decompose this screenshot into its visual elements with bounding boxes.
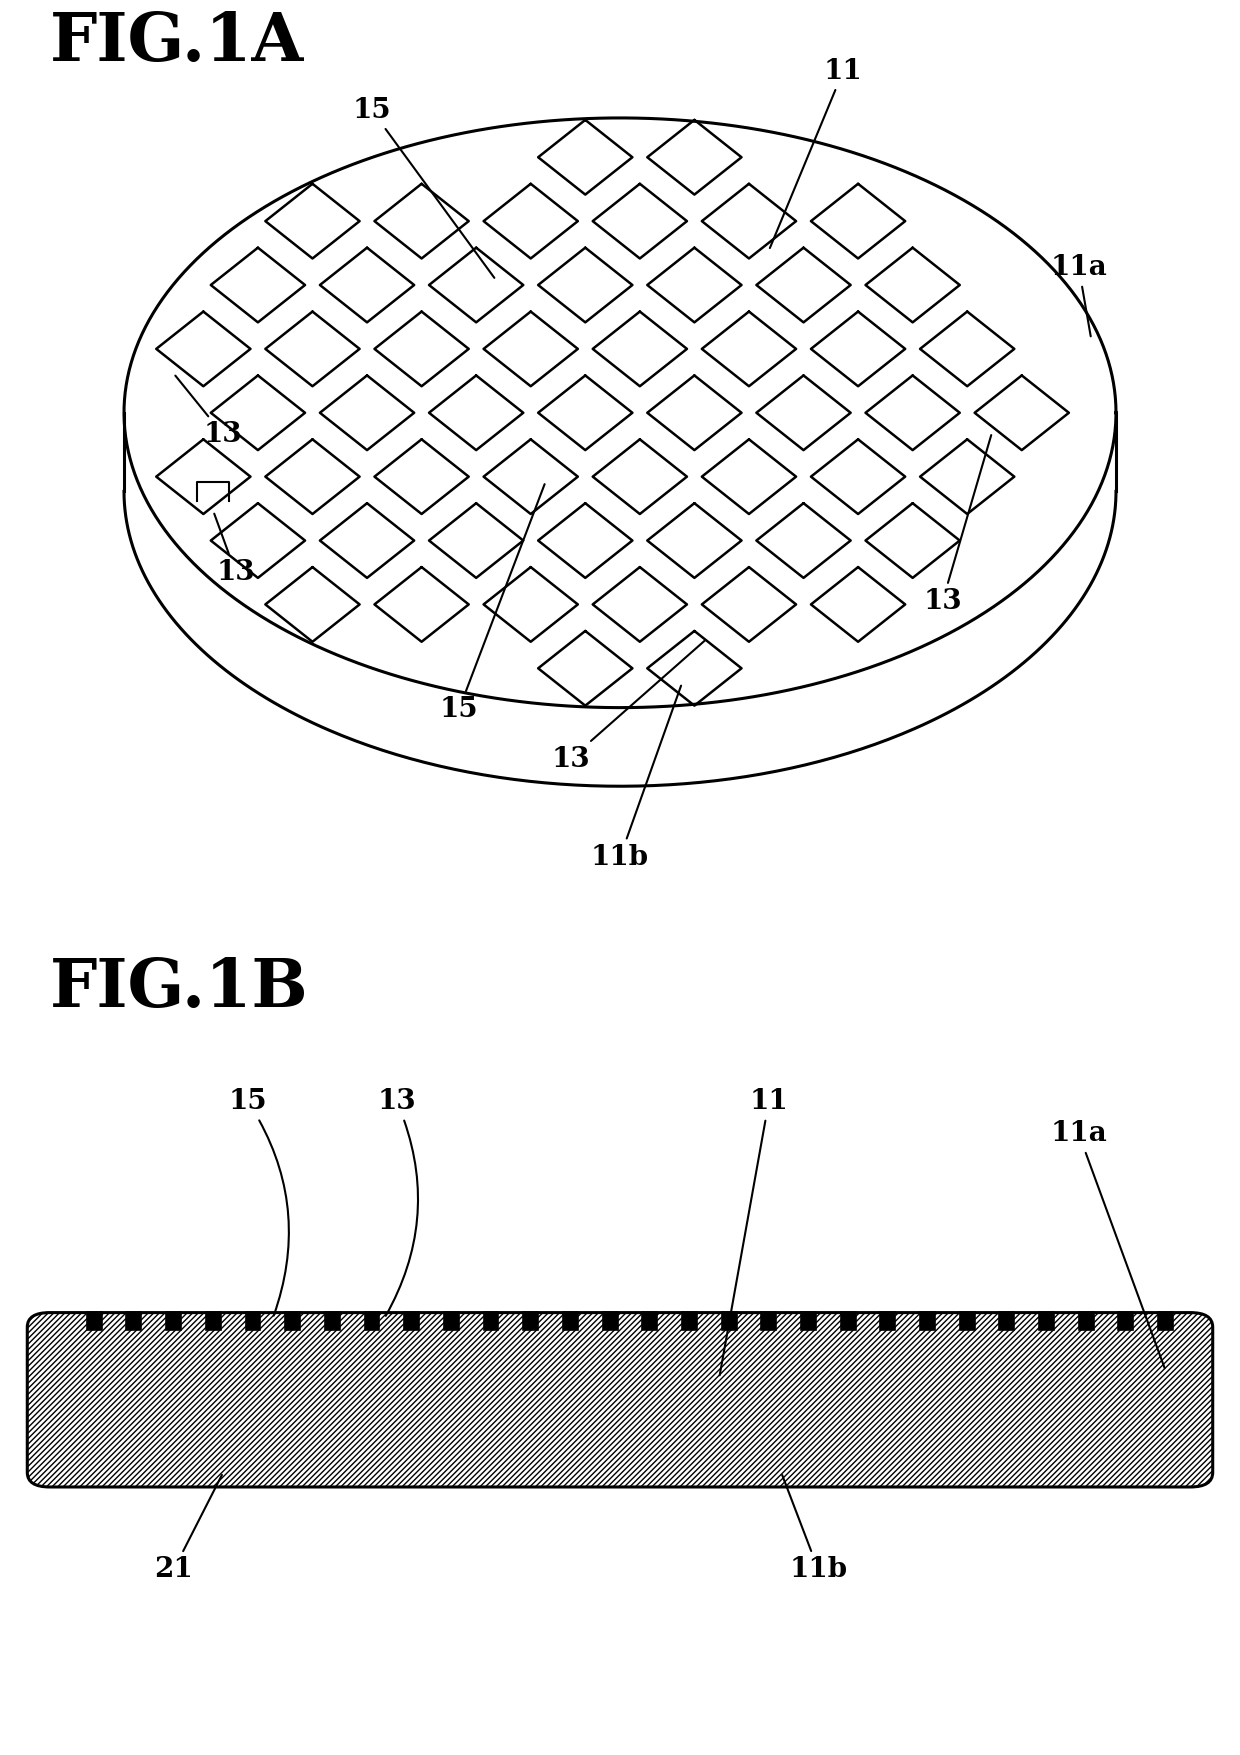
- Text: 11a: 11a: [1050, 1120, 1164, 1369]
- Text: 11: 11: [719, 1088, 789, 1376]
- Bar: [1118, 1311, 1133, 1330]
- Bar: [87, 1311, 102, 1330]
- Text: 11a: 11a: [1050, 254, 1107, 337]
- Bar: [920, 1311, 935, 1330]
- Text: 13: 13: [215, 514, 255, 586]
- Bar: [166, 1311, 181, 1330]
- Bar: [960, 1311, 975, 1330]
- Text: 15: 15: [352, 97, 495, 277]
- Bar: [444, 1311, 459, 1330]
- Bar: [285, 1311, 300, 1330]
- Text: 11b: 11b: [591, 686, 681, 870]
- Bar: [1158, 1311, 1173, 1330]
- Bar: [841, 1311, 856, 1330]
- Bar: [484, 1311, 498, 1330]
- Bar: [880, 1311, 895, 1330]
- Text: FIG.1B: FIG.1B: [50, 956, 309, 1021]
- Text: 21: 21: [154, 1474, 222, 1583]
- Bar: [1039, 1311, 1054, 1330]
- Text: 11b: 11b: [782, 1474, 847, 1583]
- Text: FIG.1A: FIG.1A: [50, 11, 304, 75]
- Text: 15: 15: [439, 484, 544, 723]
- Text: 13: 13: [923, 435, 991, 616]
- Bar: [206, 1311, 221, 1330]
- Text: 15: 15: [228, 1088, 289, 1316]
- FancyBboxPatch shape: [27, 1313, 1213, 1486]
- Bar: [404, 1311, 419, 1330]
- Bar: [246, 1311, 260, 1330]
- Text: 13: 13: [175, 376, 243, 448]
- Bar: [999, 1311, 1014, 1330]
- Bar: [365, 1311, 379, 1330]
- Bar: [682, 1311, 697, 1330]
- Bar: [325, 1311, 340, 1330]
- Bar: [563, 1311, 578, 1330]
- Bar: [722, 1311, 737, 1330]
- Bar: [801, 1311, 816, 1330]
- Bar: [761, 1311, 776, 1330]
- Bar: [1079, 1311, 1094, 1330]
- Bar: [523, 1311, 538, 1330]
- Text: 13: 13: [377, 1088, 418, 1316]
- Text: 11: 11: [770, 58, 863, 247]
- Bar: [603, 1311, 618, 1330]
- Bar: [642, 1311, 657, 1330]
- Text: 13: 13: [551, 641, 704, 772]
- Bar: [126, 1311, 141, 1330]
